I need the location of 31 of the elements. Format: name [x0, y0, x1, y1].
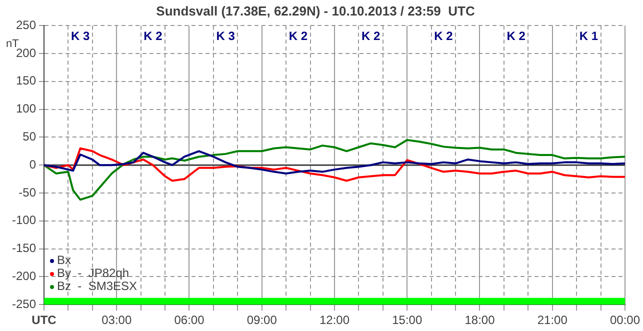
y-tick-label: 0 — [29, 157, 36, 172]
y-tick-label: -150 — [12, 241, 36, 256]
annotation: K 3 — [70, 28, 90, 43]
annotation: K 1 — [579, 28, 598, 43]
x-tick-label: UTC — [32, 313, 57, 328]
x-tick-label: 21:00 — [537, 313, 568, 328]
x-tick-label: 00:00 — [610, 313, 640, 328]
annotation: K 3 — [216, 28, 236, 43]
y-tick-label: -200 — [12, 269, 36, 284]
legend-label: Bz - SM3ESX — [57, 279, 138, 293]
y-tick-label: -50 — [18, 185, 36, 200]
x-tick-label: 15:00 — [392, 313, 422, 328]
legend-label: Bx — [57, 253, 72, 267]
chart-title: Sundsvall (17.38E, 62.29N) - 10.10.2013 / 23:59 UTC — [156, 3, 476, 18]
annotation: K 2 — [506, 28, 526, 43]
x-tick-label: 09:00 — [246, 313, 278, 328]
x-tick-label: 12:00 — [319, 313, 350, 328]
x-tick-label: 18:00 — [464, 313, 496, 328]
legend-label: By - JP82qh — [57, 266, 130, 280]
annotation: K 2 — [361, 28, 380, 43]
annotation: K 2 — [144, 28, 163, 43]
y-tick-label: 50 — [22, 130, 36, 144]
x-tick-label: 03:00 — [102, 313, 132, 328]
x-tick-label: 06:00 — [174, 313, 205, 328]
annotation: K 2 — [434, 28, 454, 43]
annotation: K 2 — [288, 28, 308, 43]
y-tick-label: 150 — [16, 74, 36, 88]
y-tick-label: -100 — [12, 213, 36, 228]
y-tick-label: 100 — [16, 102, 36, 116]
y-tick-label: 250 — [16, 18, 36, 32]
y-tick-label: -250 — [12, 296, 36, 311]
